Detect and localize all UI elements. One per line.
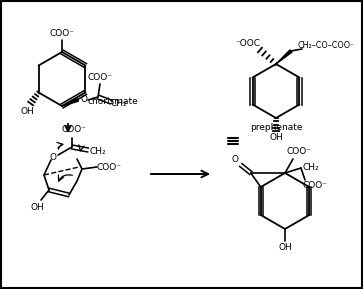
Text: CH₂: CH₂: [90, 147, 106, 155]
Text: CH₂: CH₂: [111, 99, 127, 108]
Text: prephenate: prephenate: [250, 123, 302, 131]
Text: COO⁻: COO⁻: [49, 29, 74, 38]
Text: O: O: [81, 95, 87, 105]
Text: CH₂: CH₂: [303, 164, 319, 173]
Text: OH: OH: [269, 134, 283, 142]
Text: COO⁻: COO⁻: [61, 125, 86, 134]
Text: chorismate: chorismate: [88, 97, 139, 105]
Text: OH: OH: [21, 107, 34, 116]
Text: O: O: [231, 155, 238, 164]
Text: COO⁻: COO⁻: [286, 147, 311, 157]
Text: COO⁻: COO⁻: [302, 181, 327, 190]
Text: COO⁻: COO⁻: [97, 162, 122, 171]
Text: O: O: [49, 153, 57, 162]
Text: CH₂–CO–COO⁻: CH₂–CO–COO⁻: [297, 42, 355, 51]
Polygon shape: [276, 50, 292, 64]
Text: COO⁻: COO⁻: [87, 73, 113, 81]
Polygon shape: [62, 99, 78, 106]
Text: OH: OH: [278, 244, 292, 253]
Text: OH: OH: [30, 203, 44, 212]
Text: ⁻OOC: ⁻OOC: [236, 40, 261, 49]
